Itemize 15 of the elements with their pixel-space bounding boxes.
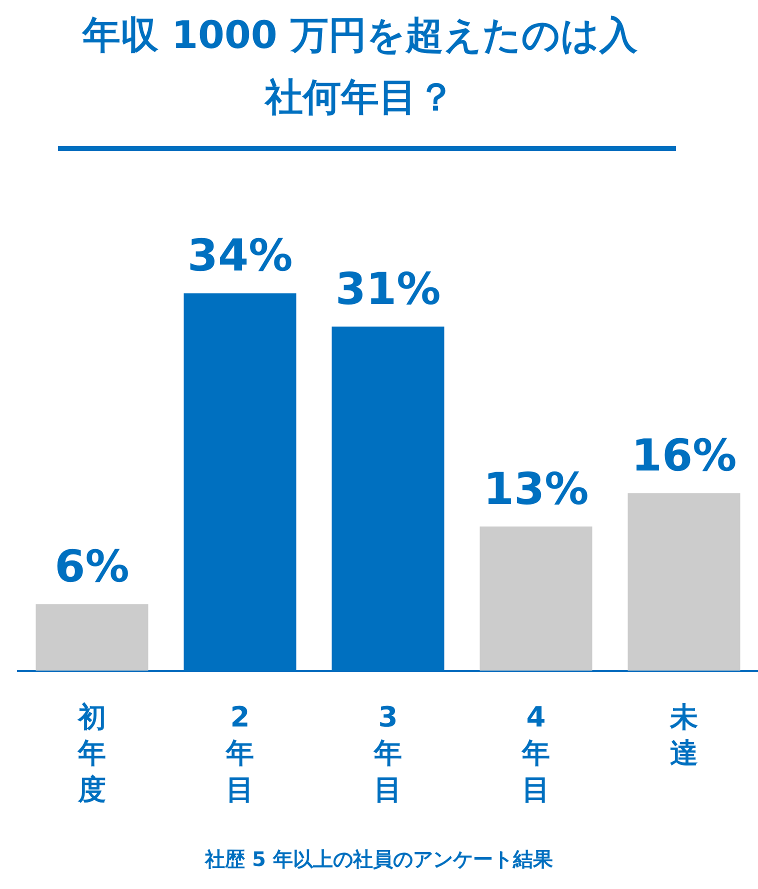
chart-title: 年収 1000 万円を超えたのは入社何年目？: [82, 12, 638, 121]
x-tick-label: 2年目: [225, 700, 254, 806]
data-label: 6%: [54, 542, 130, 593]
x-tick-label: 初年度: [77, 700, 106, 806]
bar: [628, 493, 740, 671]
x-tick-label: 3年目: [373, 700, 402, 806]
data-label: 16%: [631, 430, 737, 482]
data-label: 34%: [187, 230, 293, 282]
data-label: 13%: [483, 464, 589, 515]
x-tick-label: 4年目: [521, 700, 550, 806]
x-tick-label: 未達: [669, 700, 698, 770]
bar: [36, 604, 148, 671]
data-label: 31%: [335, 264, 441, 316]
bar: [480, 526, 592, 671]
text: 社歴 5 年以上の社員のアンケート結果: [204, 846, 554, 873]
